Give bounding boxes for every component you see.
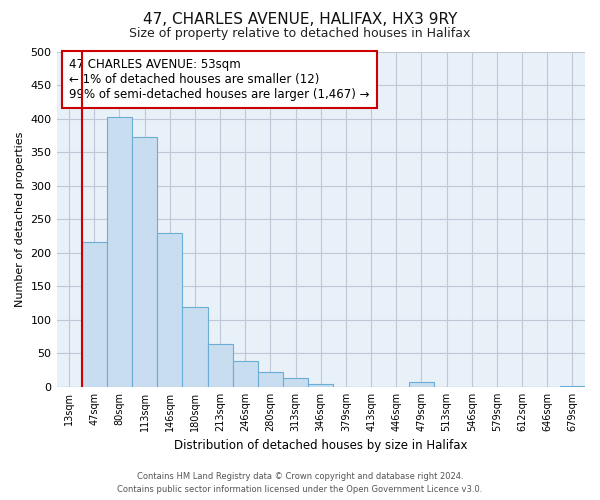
X-axis label: Distribution of detached houses by size in Halifax: Distribution of detached houses by size …: [174, 440, 467, 452]
Bar: [182, 307, 208, 387]
Bar: [233, 361, 258, 387]
Text: Size of property relative to detached houses in Halifax: Size of property relative to detached ho…: [130, 28, 470, 40]
Bar: [208, 344, 233, 387]
Bar: [82, 242, 107, 387]
Y-axis label: Number of detached properties: Number of detached properties: [15, 132, 25, 307]
Text: 47 CHARLES AVENUE: 53sqm
← 1% of detached houses are smaller (12)
99% of semi-de: 47 CHARLES AVENUE: 53sqm ← 1% of detache…: [69, 58, 370, 101]
Bar: [308, 384, 334, 387]
Bar: [283, 378, 308, 387]
Text: Contains HM Land Registry data © Crown copyright and database right 2024.
Contai: Contains HM Land Registry data © Crown c…: [118, 472, 482, 494]
Bar: [258, 372, 283, 387]
Bar: [409, 382, 434, 387]
Text: 47, CHARLES AVENUE, HALIFAX, HX3 9RY: 47, CHARLES AVENUE, HALIFAX, HX3 9RY: [143, 12, 457, 28]
Bar: [132, 138, 157, 387]
Bar: [560, 386, 585, 387]
Bar: [107, 116, 132, 387]
Bar: [157, 234, 182, 387]
